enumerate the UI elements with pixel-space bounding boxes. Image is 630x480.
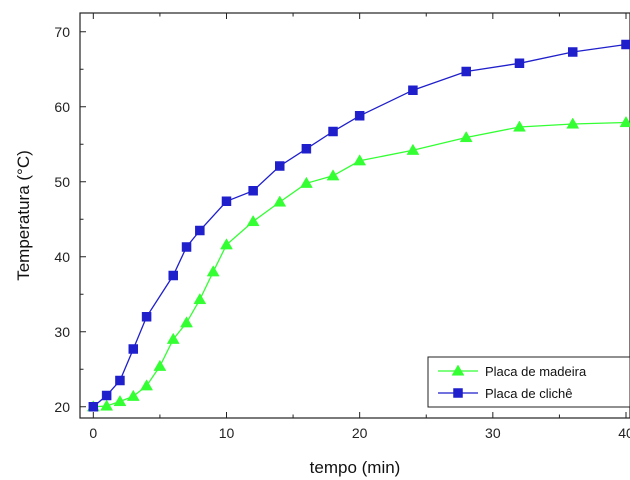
data-point	[621, 39, 630, 50]
data-point	[461, 66, 471, 77]
data-point	[141, 312, 152, 322]
legend: Placa de madeira Placa de clichê	[427, 356, 630, 408]
data-point	[273, 195, 287, 207]
data-point	[299, 176, 313, 188]
data-point	[328, 126, 338, 137]
data-point	[181, 242, 192, 252]
x-tick-label: 20	[352, 425, 368, 441]
y-tick-label: 50	[54, 174, 70, 190]
y-tick-label: 60	[54, 99, 70, 115]
data-point	[166, 332, 180, 344]
y-tick-label: 40	[54, 249, 70, 265]
data-point	[567, 47, 578, 57]
x-axis-title: tempo (min)	[310, 458, 401, 477]
data-point	[113, 395, 127, 407]
y-axis-title: Temperatura (°C)	[14, 150, 33, 281]
data-point	[275, 161, 285, 171]
data-point	[459, 131, 473, 143]
legend-label: Placa de clichê	[485, 386, 572, 401]
data-point	[619, 116, 630, 128]
data-point	[128, 344, 139, 354]
data-point	[180, 316, 193, 328]
data-point	[566, 117, 580, 129]
data-point	[326, 169, 340, 181]
data-point	[513, 120, 526, 132]
data-point	[206, 265, 220, 277]
series-line	[92, 43, 627, 408]
plot-frame	[79, 12, 630, 419]
y-tick-label: 20	[54, 399, 70, 415]
data-point	[301, 144, 312, 154]
x-tick-label: 30	[485, 425, 501, 441]
data-point	[193, 293, 207, 305]
data-point	[126, 389, 140, 401]
data-point	[101, 390, 112, 401]
series-1	[88, 39, 630, 412]
data-point	[221, 196, 232, 206]
y-tick-label: 70	[54, 24, 70, 40]
x-tick-label: 40	[618, 425, 630, 441]
legend-label: Placa de madeira	[485, 364, 587, 379]
legend-box	[427, 356, 630, 408]
data-point	[353, 154, 367, 166]
data-point	[115, 375, 125, 386]
data-point	[195, 225, 205, 236]
x-tick-label: 10	[219, 425, 235, 441]
data-point	[220, 238, 233, 250]
legend-marker	[453, 388, 463, 398]
x-tick-label: 0	[89, 425, 97, 441]
data-point	[140, 379, 154, 391]
data-point	[354, 111, 365, 121]
data-point	[514, 58, 525, 68]
data-point	[246, 215, 260, 227]
axes: 0 10 20 30 40 20 30 40 50 60 70 tempo (min) Temperat…	[14, 12, 630, 477]
data-point	[248, 186, 258, 196]
data-point	[168, 270, 178, 281]
data-point	[100, 399, 114, 411]
data-point	[153, 359, 167, 371]
data-point	[88, 402, 99, 412]
data-point	[408, 85, 418, 95]
data-point	[406, 143, 420, 155]
y-tick-label: 30	[54, 324, 70, 340]
plot-series	[86, 39, 630, 412]
legend-marker	[451, 364, 465, 376]
